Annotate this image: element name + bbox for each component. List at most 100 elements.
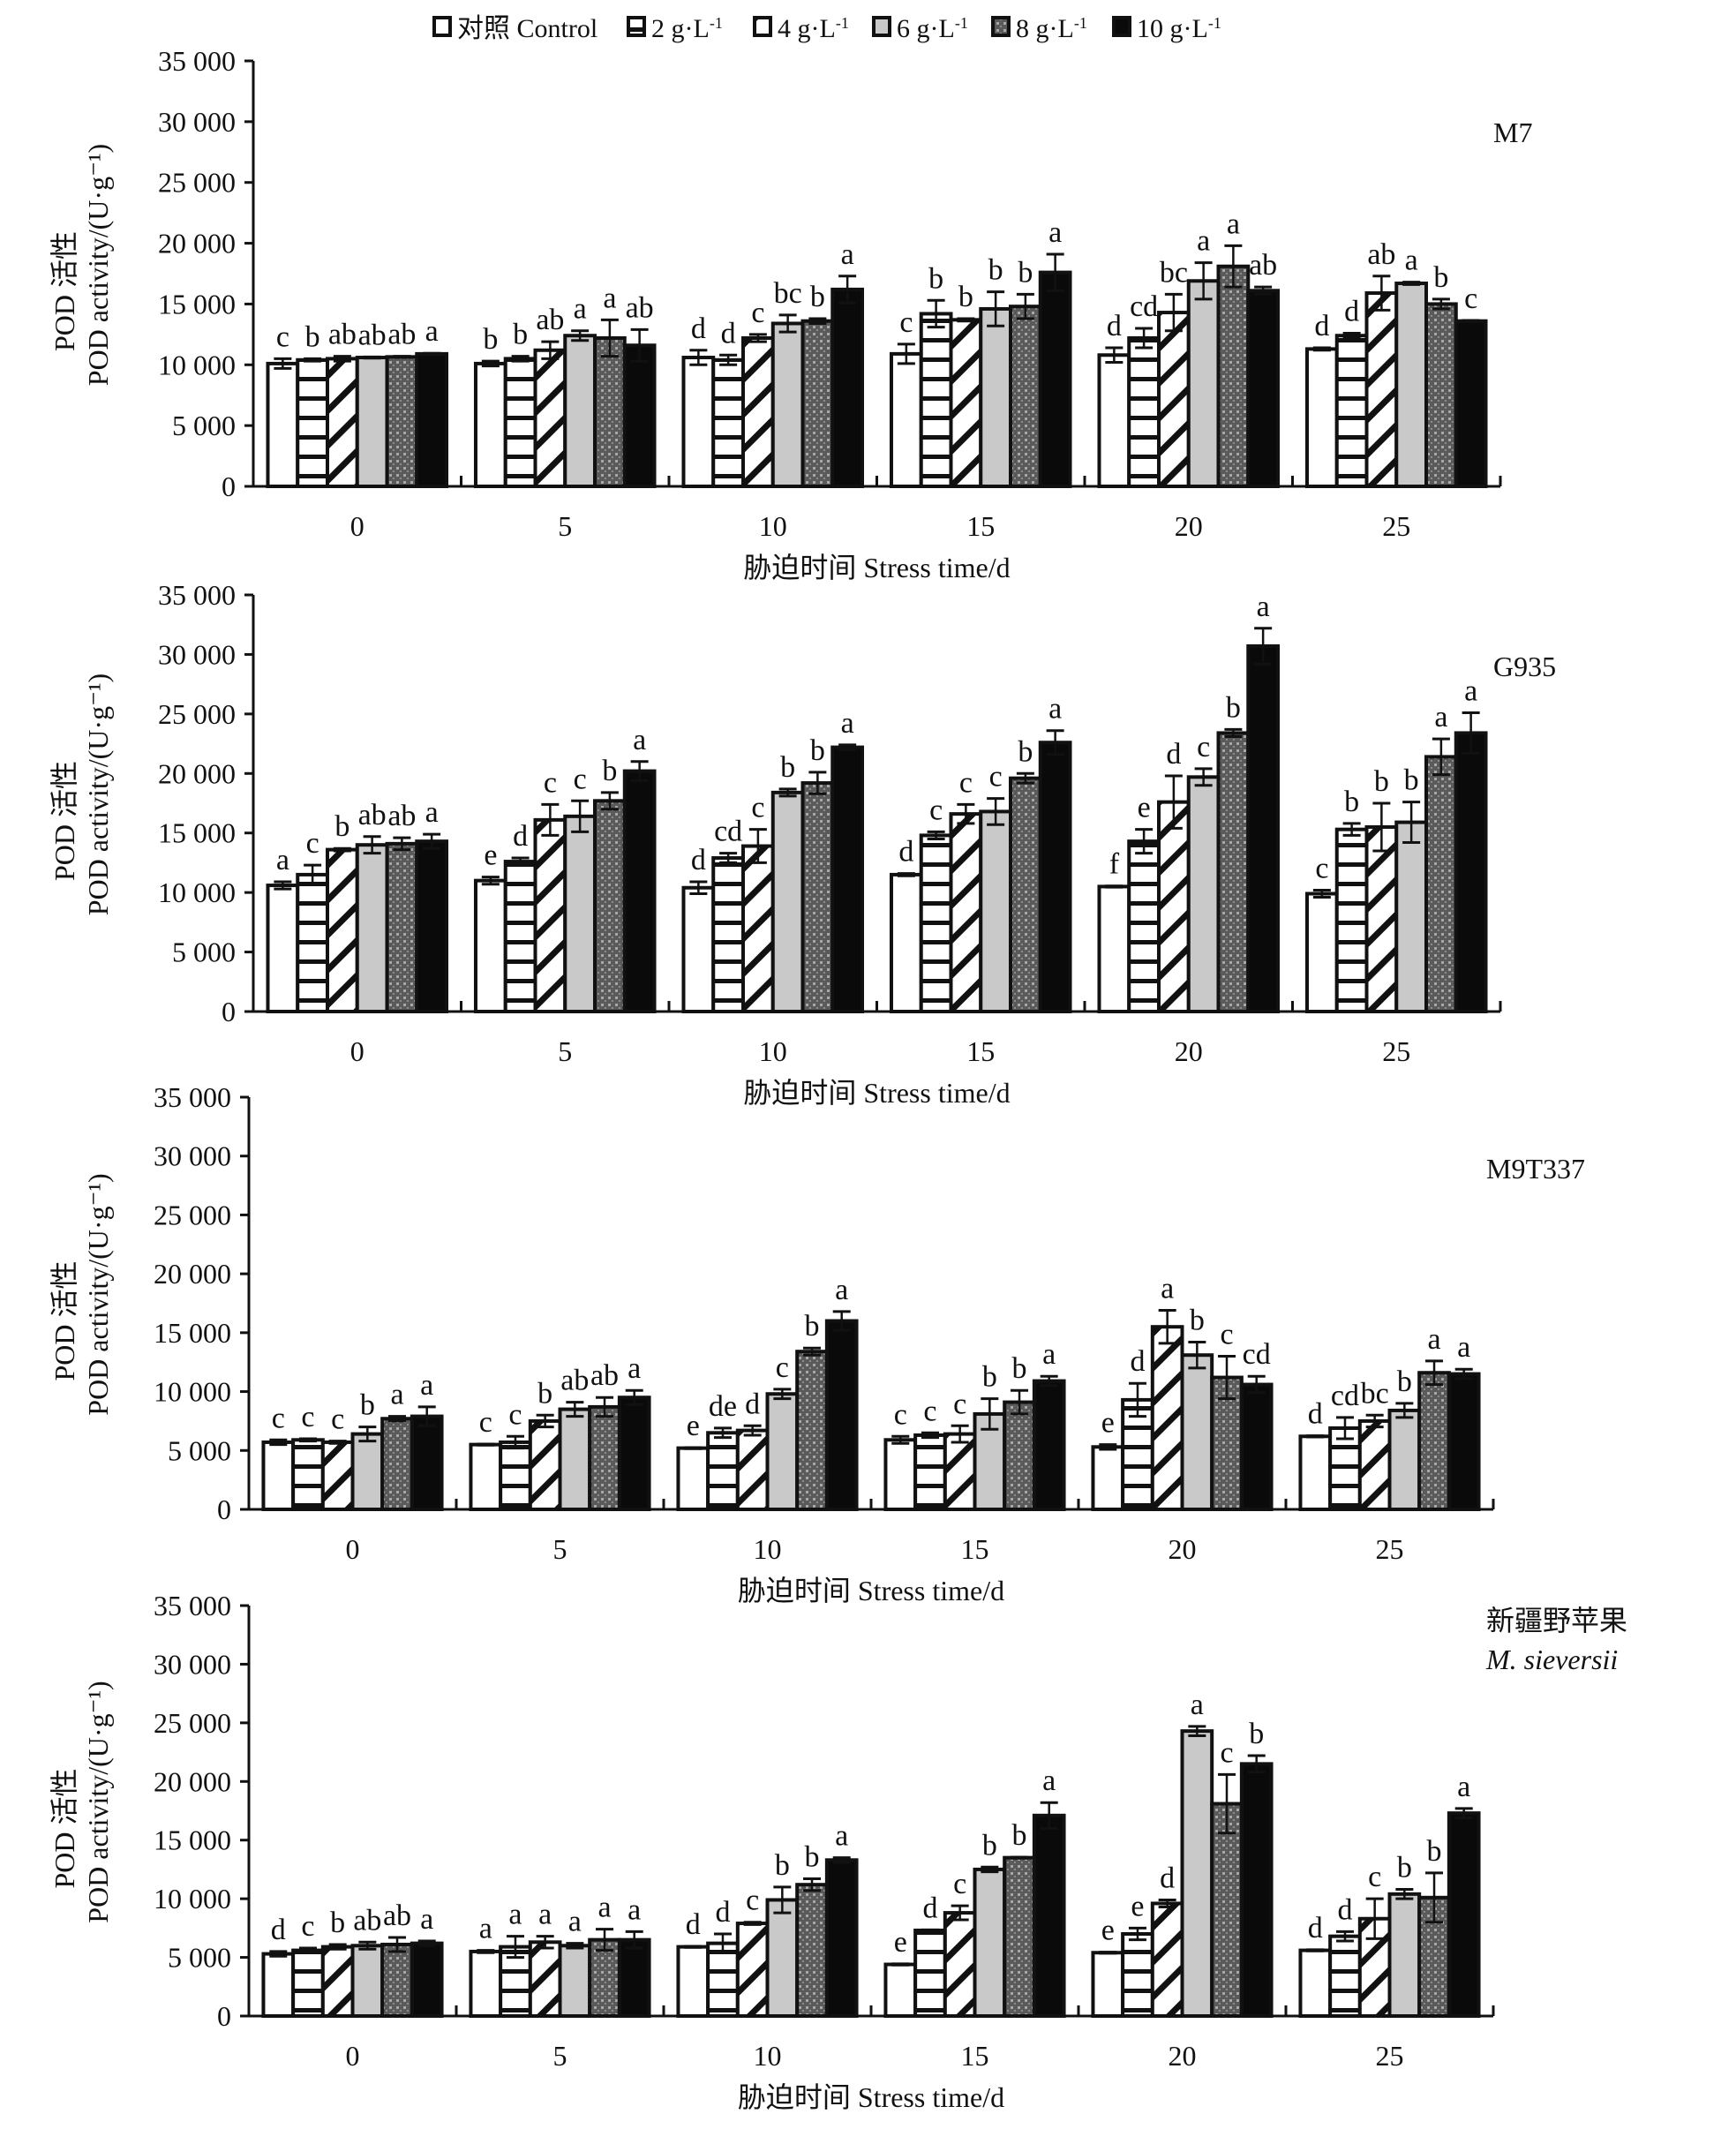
- bar: [800, 781, 835, 1013]
- x-tick-label: 5: [553, 1533, 567, 1565]
- bar: [355, 356, 389, 488]
- bar: [1032, 1813, 1066, 2018]
- bar: [770, 321, 805, 488]
- error-bar: [388, 1415, 407, 1423]
- bar: [1127, 839, 1161, 1014]
- error-bar: [423, 832, 441, 850]
- error-bar: [596, 1928, 614, 1952]
- bar: [830, 745, 865, 1013]
- bar: [325, 357, 359, 488]
- bar: [1304, 891, 1339, 1014]
- significance-letter: d: [686, 1908, 701, 1941]
- significance-letter: ab: [358, 319, 387, 351]
- significance-letter: b: [1397, 1365, 1412, 1398]
- error-bar: [1425, 1871, 1444, 1924]
- chart-panel: 0 5 000 10 000 15 000 20 000 25 000 30 000 35 0…: [49, 1081, 1585, 1606]
- bar: [1003, 1400, 1036, 1511]
- panel-title: 新疆野苹果: [1486, 1605, 1627, 1636]
- bar: [824, 1319, 859, 1511]
- x-tick-label: 15: [961, 2040, 989, 2072]
- bar: [1239, 1762, 1274, 2019]
- legend-item: 2 g·L-1: [627, 14, 723, 43]
- error-bar: [393, 836, 411, 852]
- error-bar: [269, 1950, 288, 1958]
- y-tick-label: 25 000: [154, 1199, 231, 1230]
- significance-letter: a: [1464, 675, 1477, 708]
- bar: [1447, 1372, 1481, 1511]
- significance-letter: b: [1433, 261, 1448, 294]
- bar: [1387, 1892, 1422, 2019]
- error-bar: [481, 359, 500, 368]
- y-axis-title-en: POD activity/(U·g⁻¹): [82, 144, 114, 386]
- bar: [558, 1944, 592, 2018]
- bar: [1038, 270, 1072, 488]
- significance-letter: d: [898, 836, 913, 869]
- bar: [681, 356, 716, 488]
- error-bar: [838, 275, 857, 305]
- significance-letter: cd: [1130, 290, 1158, 323]
- bar: [617, 1395, 651, 1511]
- y-tick-label: 30 000: [158, 638, 236, 670]
- x-tick-label: 5: [553, 2040, 567, 2072]
- significance-letter: b: [513, 319, 528, 351]
- bar: [385, 355, 419, 488]
- error-bar: [778, 313, 797, 334]
- error-bar: [274, 880, 292, 891]
- significance-letter: a: [841, 707, 854, 740]
- significance-letter: b: [1344, 786, 1359, 818]
- significance-letter: b: [1018, 256, 1033, 289]
- bar: [943, 1432, 977, 1511]
- x-axis-title: 胁迫时间 Stress time/d: [743, 1077, 1010, 1109]
- significance-letter: a: [1048, 216, 1062, 249]
- legend-label: 2 g·L-1: [651, 14, 723, 43]
- error-bar: [1164, 774, 1183, 830]
- bar: [795, 1883, 829, 2018]
- error-bar: [1194, 767, 1213, 787]
- significance-letter: c: [301, 1910, 314, 1943]
- error-bar: [481, 876, 500, 886]
- bar: [1246, 289, 1281, 488]
- bar: [622, 343, 657, 488]
- bar: [919, 833, 953, 1014]
- error-bar: [1306, 1434, 1325, 1439]
- significance-letter: e: [1101, 1915, 1115, 1947]
- bar: [415, 351, 449, 488]
- error-bar: [1342, 822, 1361, 837]
- error-bar: [630, 760, 649, 782]
- significance-letter: a: [420, 1903, 433, 1936]
- x-tick-label: 25: [1376, 2040, 1404, 2072]
- bar: [1186, 775, 1221, 1013]
- significance-letter: cd: [1243, 1338, 1271, 1371]
- significance-letter: b: [305, 320, 320, 353]
- error-bar: [957, 317, 975, 323]
- bar: [1032, 1379, 1066, 1512]
- legend: 对照 Control 2 g·L-1 4 g·L-1 6 g·L-1 8 g·L-1 10…: [432, 14, 1221, 43]
- error-bar: [1365, 1897, 1384, 1940]
- error-bar: [423, 351, 441, 357]
- significance-letter: ab: [626, 291, 654, 324]
- significance-letter: b: [928, 262, 943, 295]
- y-tick-label: 30 000: [158, 106, 236, 138]
- error-bar: [1454, 1367, 1473, 1380]
- legend-label: 10 g·L-1: [1137, 14, 1221, 43]
- error-bar: [1099, 1443, 1117, 1451]
- bar: [1038, 741, 1072, 1013]
- significance-letter: d: [1166, 738, 1181, 771]
- bar: [735, 1922, 770, 2019]
- bar: [1364, 291, 1399, 488]
- significance-letter: d: [1344, 295, 1359, 327]
- y-tick-label: 10 000: [158, 349, 236, 380]
- significance-letter: b: [537, 1377, 552, 1410]
- error-bar: [1425, 1359, 1444, 1387]
- legend-swatch: [432, 16, 452, 37]
- significance-letter: a: [425, 796, 439, 829]
- error-bar: [1128, 1381, 1146, 1418]
- significance-letter: a: [1191, 1689, 1204, 1721]
- error-bar: [269, 1438, 288, 1447]
- error-bar: [897, 872, 915, 877]
- y-tick-label: 0: [222, 470, 236, 502]
- bar: [830, 287, 865, 488]
- bar: [410, 1941, 444, 2019]
- error-bar: [1158, 1898, 1176, 1908]
- significance-letter: a: [425, 315, 439, 348]
